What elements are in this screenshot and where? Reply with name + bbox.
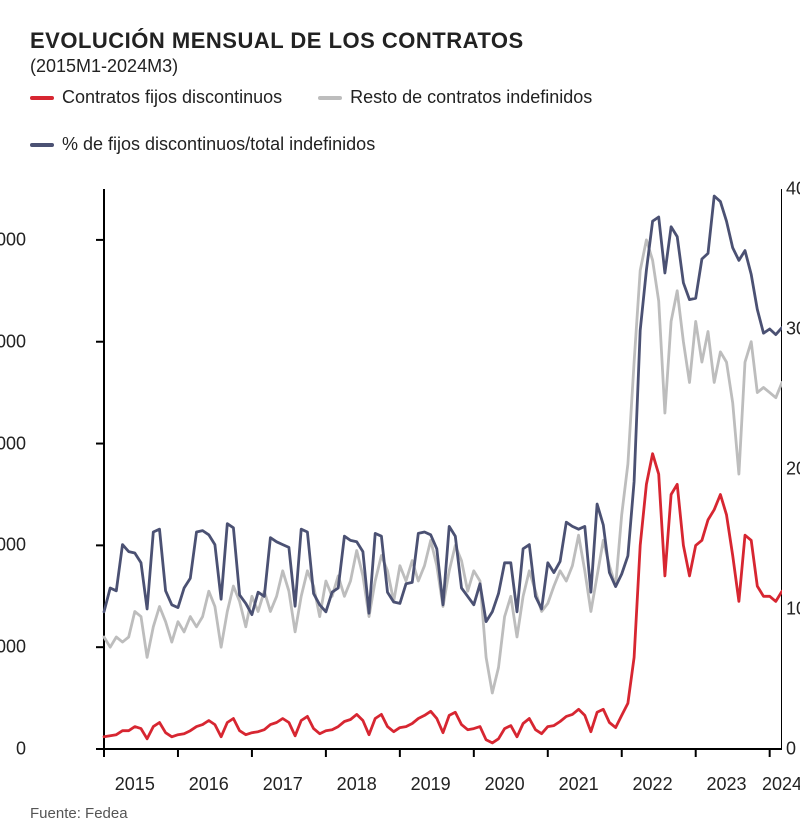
- y-right-tick-1: 10: [786, 599, 800, 620]
- y-left-tick-0: 0: [0, 739, 26, 760]
- chart-title: EVOLUCIÓN MENSUAL DE LOS CONTRATOS: [30, 28, 782, 54]
- x-tick-2022: 2022: [633, 774, 673, 795]
- y-left-tick-2: 200.000: [0, 535, 26, 556]
- chart-subtitle: (2015M1-2024M3): [30, 56, 782, 77]
- y-left-tick-5: 500.000: [0, 229, 26, 250]
- x-tick-2018: 2018: [337, 774, 377, 795]
- chart-container: EVOLUCIÓN MENSUAL DE LOS CONTRATOS (2015…: [0, 0, 800, 824]
- legend-swatch-1: [318, 96, 342, 100]
- y-left-tick-1: 100.000: [0, 637, 26, 658]
- chart-svg: [30, 169, 782, 769]
- legend-swatch-0: [30, 96, 54, 100]
- y-right-tick-0: 0: [786, 739, 800, 760]
- x-tick-2021: 2021: [559, 774, 599, 795]
- legend-item-0: Contratos fijos discontinuos: [30, 87, 282, 108]
- chart-legend: Contratos fijos discontinuos Resto de con…: [30, 87, 782, 155]
- x-tick-2016: 2016: [189, 774, 229, 795]
- x-tick-2023: 2023: [706, 774, 746, 795]
- legend-item-1: Resto de contratos indefinidos: [318, 87, 592, 108]
- plot-area: % 0100.000200.000300.000400.000500.00001…: [30, 169, 782, 769]
- legend-swatch-2: [30, 143, 54, 147]
- y-left-tick-4: 400.000: [0, 331, 26, 352]
- legend-label-0: Contratos fijos discontinuos: [62, 87, 282, 108]
- y-right-tick-4: 40: [786, 179, 800, 200]
- chart-source: Fuente: Fedea: [30, 805, 782, 822]
- x-tick-2015: 2015: [115, 774, 155, 795]
- y-right-tick-3: 30: [786, 319, 800, 340]
- x-tick-2024: 2024: [762, 774, 800, 795]
- y-left-tick-3: 300.000: [0, 433, 26, 454]
- legend-item-2: % de fijos discontinuos/total indefinido…: [30, 134, 375, 155]
- legend-label-1: Resto de contratos indefinidos: [350, 87, 592, 108]
- x-tick-2019: 2019: [411, 774, 451, 795]
- x-tick-2020: 2020: [485, 774, 525, 795]
- legend-label-2: % de fijos discontinuos/total indefinido…: [62, 134, 375, 155]
- y-right-tick-2: 20: [786, 459, 800, 480]
- x-tick-2017: 2017: [263, 774, 303, 795]
